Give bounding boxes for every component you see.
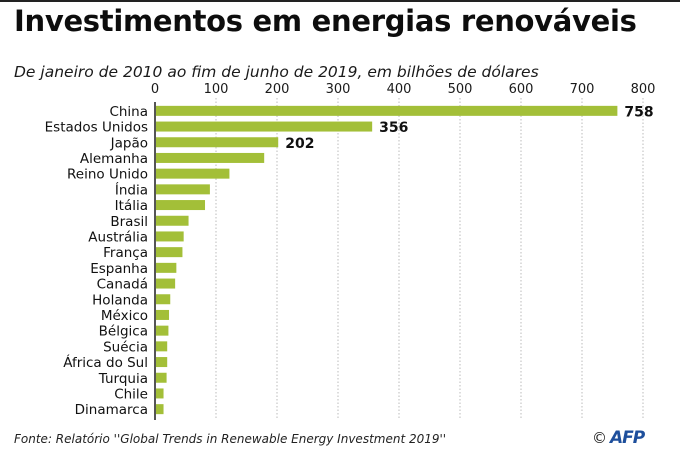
bar [156,121,373,132]
x-tick-label: 200 [265,82,290,97]
x-tick-label: 300 [326,82,351,97]
bar [156,388,164,399]
bar [156,404,164,415]
x-tick-label: 100 [204,82,229,97]
data-label: 202 [285,136,314,152]
bars [156,105,618,415]
source-note: Fonte: Relatório ''Global Trends in Rene… [14,432,447,446]
x-tick-label: 700 [570,82,595,97]
category-label: Holanda [92,292,148,308]
x-tick-label: 400 [387,82,412,97]
bar [156,215,189,226]
category-label: Canadá [97,277,148,293]
x-tick-label: 500 [448,82,473,97]
chart-subtitle: De janeiro de 2010 ao fim de junho de 20… [14,63,539,81]
category-label: Bélgica [99,324,148,340]
x-tick-label: 0 [151,82,159,97]
category-label: Chile [114,386,148,402]
bar [156,357,168,368]
top-border [0,0,680,2]
bar [156,105,618,116]
data-label: 758 [624,104,653,120]
bar [156,247,183,258]
x-tick-label: 800 [631,82,656,97]
x-tick-label: 600 [509,82,534,97]
category-label: Suécia [103,339,148,355]
category-label: Índia [115,181,148,198]
category-label: Alemanha [80,151,148,167]
bar [156,325,169,336]
x-tick-labels: 0 100 200 300 400 500 600 700 800 [151,82,656,97]
bar [156,341,168,352]
category-label: China [109,104,148,120]
data-labels: 758 356 202 [285,104,653,151]
afp-logo: AFP [610,428,645,448]
category-label: Itália [115,198,148,214]
bar [156,294,171,305]
category-label: Turquia [98,371,148,387]
data-label: 356 [379,120,408,136]
bar [156,309,170,320]
bar [156,278,176,289]
bar [156,168,230,179]
category-label: Japão [110,135,148,151]
bar [156,152,265,163]
copyright-icon: © [592,429,607,447]
bar [156,372,167,383]
category-label: África do Sul [63,354,148,371]
bar [156,262,177,273]
category-label: Dinamarca [75,402,148,418]
category-label: México [101,308,148,324]
bar [156,137,279,148]
grid-lines [215,98,644,420]
category-label: Austrália [88,229,148,245]
afp-credit: © AFP [592,428,645,448]
bar [156,184,210,195]
category-label: Reino Unido [67,167,148,183]
bar [156,231,184,242]
category-label: Estados Unidos [45,120,148,136]
chart-title: Investimentos em energias renováveis [14,4,637,38]
category-label: Espanha [90,261,148,277]
category-label: França [103,245,148,261]
category-label: Brasil [110,214,148,230]
bar [156,200,206,211]
